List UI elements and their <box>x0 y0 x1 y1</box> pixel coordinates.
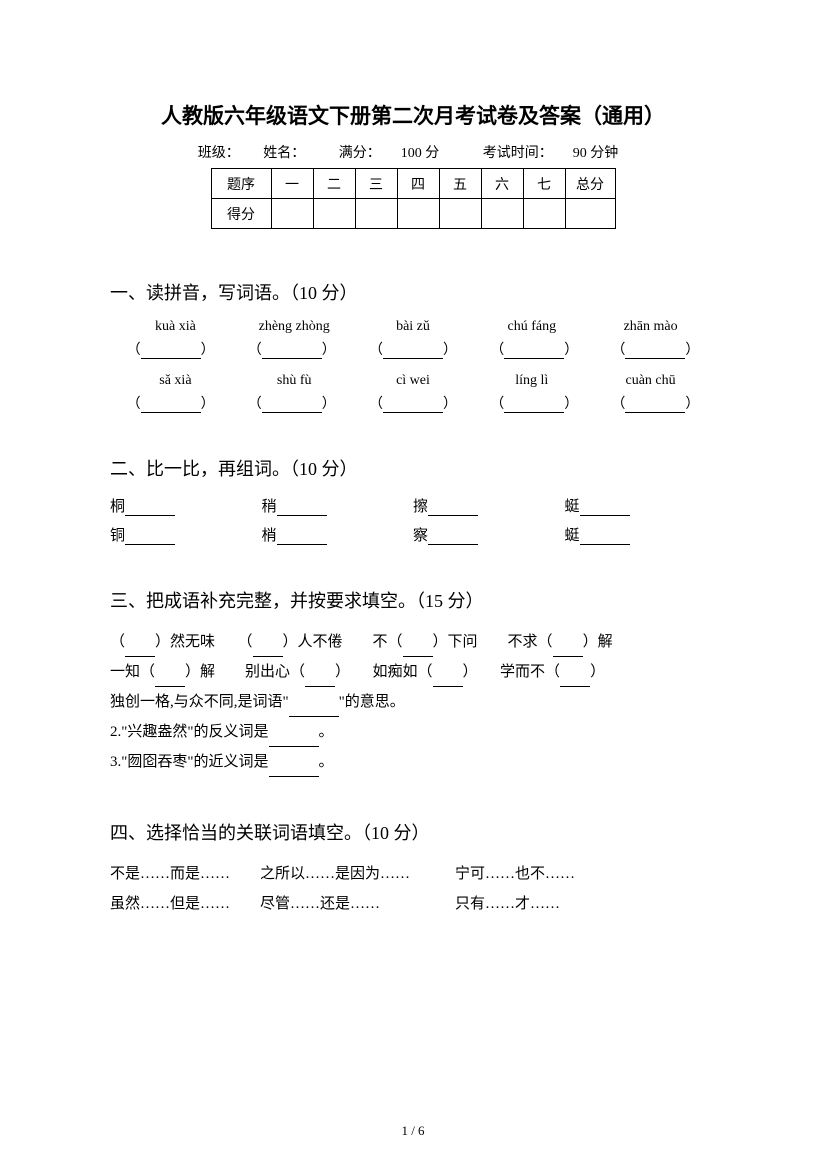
conjunction-line: 虽然……但是…… 尽管……还是…… 只有……才…… <box>110 889 716 919</box>
section-3: 三、把成语补充完整，并按要求填空。（15 分） （）然无味 （）人不倦 不（）下… <box>110 587 716 777</box>
col-header: 二 <box>313 169 355 199</box>
score-cell <box>565 199 615 229</box>
compare-item: 铜 <box>110 524 262 545</box>
pinyin-cell: zhān mào <box>591 319 710 335</box>
idiom-line: （）然无味 （）人不倦 不（）下问 不求（）解 <box>110 627 716 657</box>
pinyin-cell: bài zǔ <box>354 319 473 335</box>
blank-cell: （） <box>595 339 716 359</box>
blank-cell: （） <box>352 393 473 413</box>
exam-title: 人教版六年级语文下册第二次月考试卷及答案（通用） <box>110 100 716 130</box>
idiom-line: 2."兴趣盎然"的反义词是。 <box>110 717 716 747</box>
compare-item: 桐 <box>110 495 262 516</box>
idiom-line: 独创一格,与众不同,是词语""的意思。 <box>110 687 716 717</box>
section-1: 一、读拼音，写词语。（10 分） kuà xià zhèng zhòng bài… <box>110 279 716 413</box>
score-table: 题序 一 二 三 四 五 六 七 总分 得分 <box>211 168 616 229</box>
compare-item: 察 <box>413 524 565 545</box>
compare-row: 铜 梢 察 蜓 <box>110 524 716 545</box>
section-heading: 三、把成语补充完整，并按要求填空。（15 分） <box>110 587 716 613</box>
pinyin-cell: chú fáng <box>472 319 591 335</box>
conjunction-line: 不是……而是…… 之所以……是因为…… 宁可……也不…… <box>110 859 716 889</box>
blank-cell: （） <box>474 339 595 359</box>
exam-time: 考试时间：90 分钟 <box>473 146 629 161</box>
compare-item: 梢 <box>262 524 414 545</box>
total-header: 总分 <box>565 169 615 199</box>
pinyin-row: sǎ xià shù fù cì wei líng lì cuàn chū <box>110 373 716 389</box>
compare-item: 稍 <box>262 495 414 516</box>
full-score: 满分：100 分 <box>329 146 450 161</box>
pinyin-cell: cì wei <box>354 373 473 389</box>
score-cell <box>523 199 565 229</box>
pinyin-cell: cuàn chū <box>591 373 710 389</box>
col-header: 六 <box>481 169 523 199</box>
pinyin-cell: kuà xià <box>116 319 235 335</box>
pinyin-row: kuà xià zhèng zhòng bài zǔ chú fáng zhān… <box>110 319 716 335</box>
score-cell <box>481 199 523 229</box>
table-row: 题序 一 二 三 四 五 六 七 总分 <box>211 169 615 199</box>
col-header: 七 <box>523 169 565 199</box>
compare-item: 擦 <box>413 495 565 516</box>
blank-cell: （） <box>474 393 595 413</box>
score-cell <box>397 199 439 229</box>
blank-cell: （） <box>110 393 231 413</box>
blank-row: （） （） （） （） （） <box>110 339 716 359</box>
section-heading: 二、比一比，再组词。（10 分） <box>110 455 716 481</box>
section-2: 二、比一比，再组词。（10 分） 桐 稍 擦 蜓 铜 梢 察 蜓 <box>110 455 716 545</box>
table-row: 得分 <box>211 199 615 229</box>
blank-row: （） （） （） （） （） <box>110 393 716 413</box>
idiom-line: 一知（）解 别出心（） 如痴如（） 学而不（） <box>110 657 716 687</box>
blank-cell: （） <box>595 393 716 413</box>
name-label: 姓名： <box>263 146 305 161</box>
col-header: 一 <box>271 169 313 199</box>
score-cell <box>271 199 313 229</box>
meta-line: 班级： 姓名： 满分：100 分 考试时间：90 分钟 <box>110 142 716 162</box>
page-number: 1 / 6 <box>0 1123 826 1139</box>
blank-cell: （） <box>231 339 352 359</box>
section-heading: 一、读拼音，写词语。（10 分） <box>110 279 716 305</box>
blank-cell: （） <box>352 339 473 359</box>
col-header: 五 <box>439 169 481 199</box>
section-heading: 四、选择恰当的关联词语填空。（10 分） <box>110 819 716 845</box>
compare-item: 蜓 <box>565 495 717 516</box>
compare-item: 蜓 <box>565 524 717 545</box>
idiom-line: 3."囫囵吞枣"的近义词是。 <box>110 747 716 777</box>
score-cell <box>313 199 355 229</box>
pinyin-cell: líng lì <box>472 373 591 389</box>
col-header: 三 <box>355 169 397 199</box>
score-cell <box>355 199 397 229</box>
col-header: 四 <box>397 169 439 199</box>
score-cell <box>439 199 481 229</box>
class-label: 班级： <box>198 146 240 161</box>
compare-row: 桐 稍 擦 蜓 <box>110 495 716 516</box>
pinyin-cell: shù fù <box>235 373 354 389</box>
blank-cell: （） <box>231 393 352 413</box>
blank-cell: （） <box>110 339 231 359</box>
row-label: 得分 <box>211 199 271 229</box>
pinyin-cell: sǎ xià <box>116 373 235 389</box>
row-label: 题序 <box>211 169 271 199</box>
pinyin-cell: zhèng zhòng <box>235 319 354 335</box>
section-4: 四、选择恰当的关联词语填空。（10 分） 不是……而是…… 之所以……是因为……… <box>110 819 716 919</box>
